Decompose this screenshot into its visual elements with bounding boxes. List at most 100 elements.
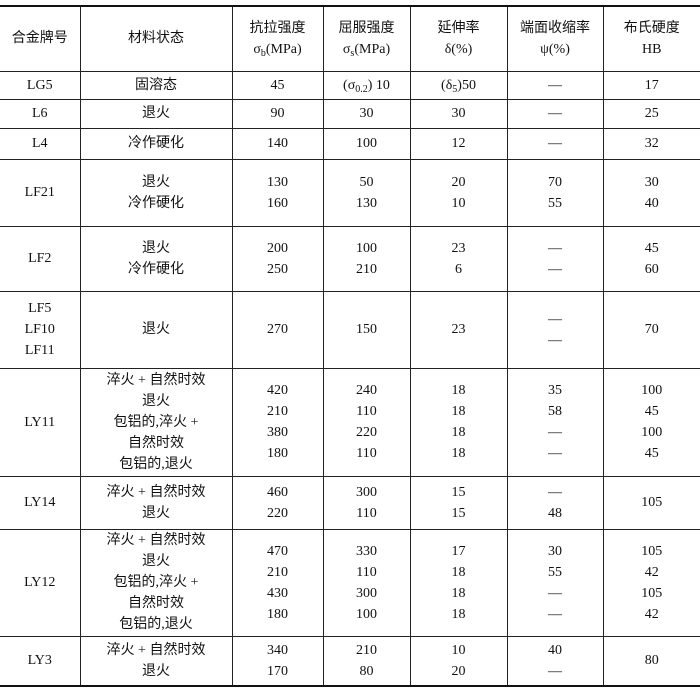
header-brinell-hardness: 布氏硬度 HB bbox=[602, 5, 700, 72]
cell-line: 包铝的,退火 bbox=[119, 456, 193, 472]
cell-elongation: 30 bbox=[409, 98, 508, 129]
cell-material-state: 退火 bbox=[79, 290, 233, 369]
cell-line: 自然时效 bbox=[128, 435, 184, 451]
cell-line: (σ0.2) 10 bbox=[326, 75, 408, 96]
text-segment: 抗拉强度 bbox=[249, 20, 306, 36]
cell-line: 退火 bbox=[142, 322, 170, 337]
cell-line: 380 bbox=[267, 425, 288, 440]
cell-line: — bbox=[548, 261, 562, 277]
header-line: 端面收缩率 bbox=[510, 18, 601, 39]
cell-line: 30 bbox=[359, 106, 374, 121]
cell-alloy-grade: L6 bbox=[0, 98, 81, 129]
cell-elongation: 20 10 bbox=[409, 158, 508, 227]
cell-brinell-hardness: 32 bbox=[602, 127, 700, 160]
cell-elongation: 17 18 18 18 bbox=[409, 528, 508, 637]
cell-line: 80 bbox=[644, 653, 659, 669]
cell-line: 160 bbox=[267, 195, 288, 211]
cell-yield-strength: (σ0.2) 10 bbox=[322, 70, 411, 100]
subscript: 5 bbox=[452, 83, 458, 95]
cell-line: 42 bbox=[644, 606, 659, 622]
cell-tensile-strength: 90 bbox=[231, 98, 324, 129]
cell-alloy-grade: LY11 bbox=[0, 367, 81, 477]
cell-line: 23 bbox=[451, 322, 466, 337]
cell-line: 180 bbox=[267, 606, 288, 622]
cell-yield-strength: 300 110 bbox=[322, 475, 411, 530]
cell-line: 170 bbox=[267, 663, 288, 679]
cell-line: — bbox=[548, 106, 562, 121]
cell-material-state: 退火 冷作硬化 bbox=[79, 158, 233, 227]
cell-line: 70 bbox=[644, 322, 659, 337]
cell-line: 470 bbox=[267, 543, 288, 559]
cell-elongation: 18 18 18 18 bbox=[409, 367, 508, 477]
text-segment: 端面收缩率 bbox=[520, 20, 590, 36]
cell-line: 110 bbox=[356, 404, 377, 419]
cell-line: 30 bbox=[451, 106, 466, 121]
cell-line: LF5 bbox=[28, 301, 52, 316]
text-segment: ) 10 bbox=[367, 77, 390, 93]
cell-line: 30 bbox=[548, 543, 562, 559]
cell-yield-strength: 330 110 300 100 bbox=[322, 528, 411, 637]
cell-line: 冷作硬化 bbox=[128, 261, 184, 277]
cell-line: 270 bbox=[267, 322, 288, 337]
header-line: 合金牌号 bbox=[2, 28, 78, 49]
cell-line: 淬火 + 自然时效 bbox=[106, 372, 206, 388]
cell-area-reduction: 35 58 — — bbox=[506, 367, 604, 477]
header-line: 布氏硬度 bbox=[606, 18, 699, 39]
cell-brinell-hardness: 25 bbox=[602, 98, 700, 129]
cell-yield-strength: 240 110 220 110 bbox=[322, 367, 411, 477]
cell-elongation: 15 15 bbox=[409, 475, 508, 530]
cell-line: 退火 bbox=[142, 106, 170, 121]
table-row: LF5 LF10 LF11 退火 270 150 23— —70 bbox=[0, 290, 700, 369]
cell-line: 60 bbox=[644, 261, 659, 277]
cell-yield-strength: 210 80 bbox=[322, 635, 411, 687]
cell-brinell-hardness: 105 42 105 42 bbox=[602, 528, 700, 637]
text-segment: (σ bbox=[343, 77, 356, 93]
cell-line: — bbox=[548, 136, 562, 151]
subscript: s bbox=[350, 47, 355, 59]
cell-line: 55 bbox=[548, 195, 562, 211]
cell-material-state: 淬火 + 自然时效 退火 bbox=[79, 475, 233, 530]
text-segment: (MPa) bbox=[265, 41, 302, 57]
cell-tensile-strength: 200 250 bbox=[231, 225, 324, 292]
cell-line: 200 bbox=[267, 240, 288, 256]
cell-line: 32 bbox=[644, 136, 659, 151]
cell-line: 70 bbox=[548, 174, 562, 190]
cell-line: 100 bbox=[356, 606, 377, 622]
header-line: ψ(%) bbox=[510, 39, 601, 60]
cell-area-reduction: — — bbox=[506, 225, 604, 292]
cell-line: 460 bbox=[267, 484, 288, 500]
header-row: 合金牌号 材料状态 抗拉强度 σb(MPa) 屈服强度 σs(MPa) 延伸率 δ(%) 端面收… bbox=[0, 5, 700, 72]
cell-tensile-strength: 470 210 430 180 bbox=[231, 528, 324, 637]
cell-line: 退火 bbox=[142, 393, 170, 409]
header-line: 材料状态 bbox=[83, 28, 230, 49]
cell-alloy-grade: LF2 bbox=[0, 225, 81, 292]
cell-line: 10 bbox=[451, 642, 466, 658]
cell-alloy-grade: LY3 bbox=[0, 635, 81, 687]
cell-line: 18 bbox=[451, 564, 466, 580]
cell-line: 100 bbox=[641, 425, 663, 440]
table-row: LY14 淬火 + 自然时效 退火 460 220 300 110 15 15—48 105 bbox=[0, 475, 700, 530]
cell-line: LF21 bbox=[24, 185, 55, 200]
cell-line: 250 bbox=[267, 261, 288, 277]
cell-material-state: 淬火 + 自然时效 退火 包铝的,淬火 + 自然时效 包铝的,退火 bbox=[79, 367, 233, 477]
cell-line: 淬火 + 自然时效 bbox=[106, 533, 206, 548]
cell-brinell-hardness: 80 bbox=[602, 635, 700, 687]
cell-line: 105 bbox=[641, 543, 663, 559]
header-line: 屈服强度 bbox=[326, 18, 408, 39]
cell-brinell-hardness: 70 bbox=[602, 290, 700, 369]
cell-line: LF11 bbox=[24, 343, 55, 358]
cell-line: 30 bbox=[644, 174, 659, 190]
header-tensile-strength: 抗拉强度 σb(MPa) bbox=[231, 5, 324, 72]
cell-tensile-strength: 340 170 bbox=[231, 635, 324, 687]
cell-line: 18 bbox=[451, 585, 466, 601]
cell-line: 18 bbox=[451, 425, 466, 440]
text-segment: 延伸率 bbox=[437, 20, 480, 36]
cell-tensile-strength: 270 bbox=[231, 290, 324, 369]
cell-line: — bbox=[548, 311, 562, 327]
cell-line: 18 bbox=[451, 446, 466, 461]
cell-yield-strength: 50 130 bbox=[322, 158, 411, 227]
cell-line: 45 bbox=[644, 446, 659, 461]
cell-yield-strength: 100 bbox=[322, 127, 411, 160]
header-elongation: 延伸率 δ(%) bbox=[409, 5, 508, 72]
cell-line: 130 bbox=[356, 195, 377, 211]
